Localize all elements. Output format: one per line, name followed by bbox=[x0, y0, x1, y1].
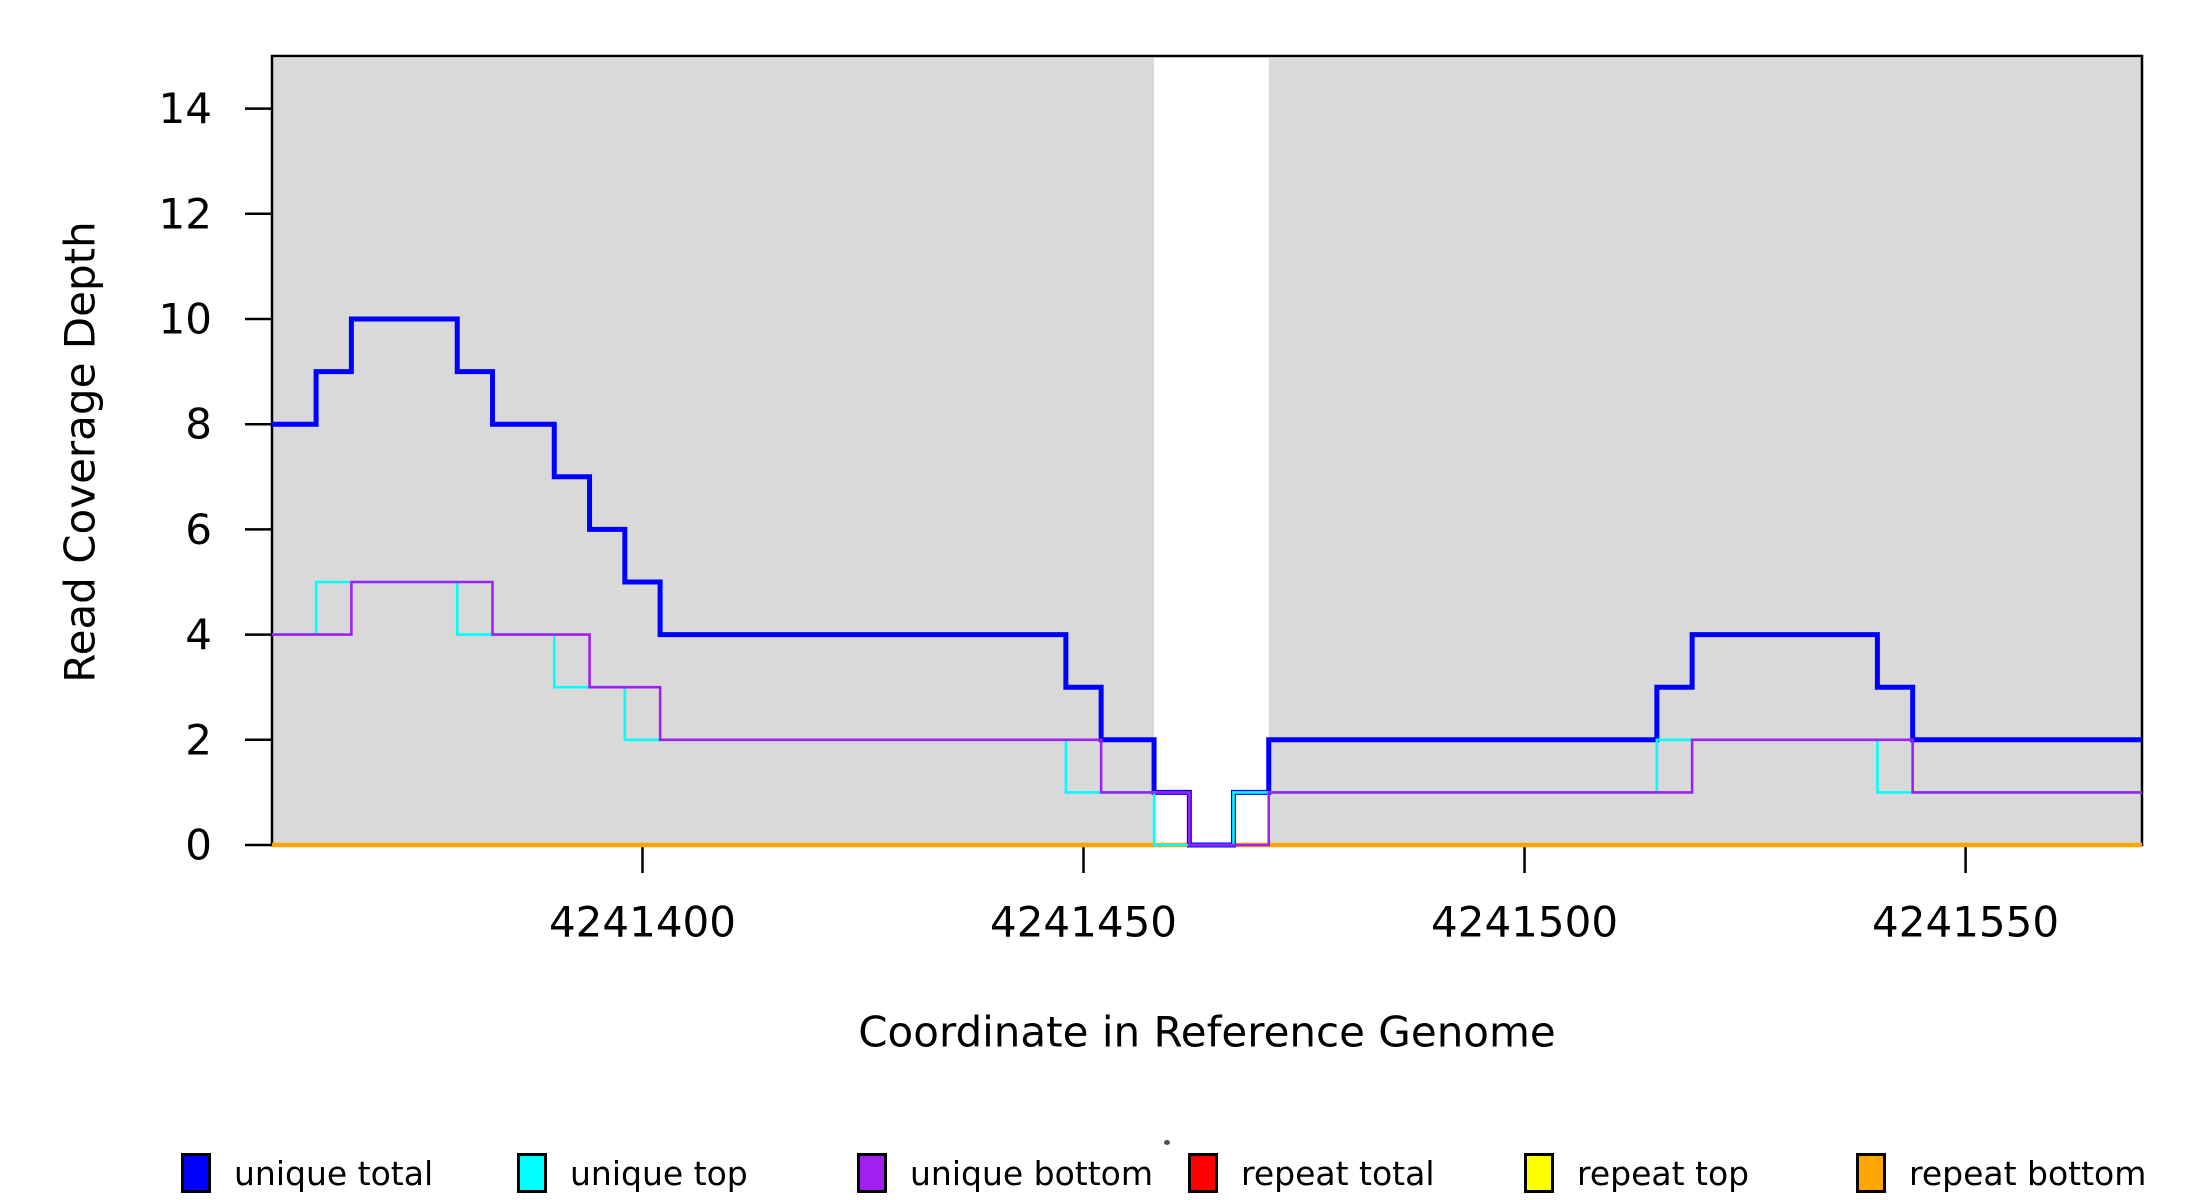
legend-label: repeat total bbox=[1241, 1153, 1435, 1193]
stray-dot bbox=[1164, 1140, 1170, 1145]
legend-swatch-repeat-total bbox=[1188, 1153, 1218, 1193]
y-tick-label: 2 bbox=[185, 715, 212, 764]
y-tick-label: 0 bbox=[185, 821, 212, 870]
legend-item-repeat-total: repeat total bbox=[1188, 1150, 1435, 1196]
legend-label: unique bottom bbox=[910, 1153, 1154, 1193]
legend-swatch-repeat-bottom bbox=[1856, 1153, 1886, 1193]
legend-item-unique-bottom: unique bottom bbox=[857, 1150, 1153, 1196]
y-tick-label: 14 bbox=[159, 84, 212, 133]
x-tick-label: 4241400 bbox=[549, 898, 736, 947]
series-line-unique-top bbox=[272, 580, 2142, 847]
y-tick-label: 6 bbox=[185, 505, 212, 554]
y-tick-label: 8 bbox=[185, 400, 212, 449]
legend-item-unique-total: unique total bbox=[181, 1150, 433, 1196]
legend-label: unique total bbox=[234, 1153, 434, 1193]
legend-label: unique top bbox=[570, 1153, 748, 1193]
legend-item-repeat-top: repeat top bbox=[1524, 1150, 1749, 1196]
legend-label: repeat bottom bbox=[1909, 1153, 2147, 1193]
repeat-region-band bbox=[1268, 58, 2142, 844]
x-axis-title: Coordinate in Reference Genome bbox=[858, 1007, 1556, 1057]
y-tick-label: 4 bbox=[185, 610, 212, 659]
x-tick-label: 4241450 bbox=[990, 898, 1177, 947]
legend-swatch-unique-bottom bbox=[857, 1153, 887, 1193]
repeat-region-band bbox=[272, 58, 1155, 844]
y-axis-title: Read Coverage Depth bbox=[55, 221, 105, 683]
series-line-unique-total bbox=[272, 316, 2142, 848]
series-line-unique-bottom bbox=[272, 580, 2142, 847]
y-tick-label: 10 bbox=[159, 295, 212, 344]
legend-swatch-unique-total bbox=[181, 1153, 211, 1193]
legend-label: repeat top bbox=[1577, 1153, 1750, 1193]
x-tick-label: 4241550 bbox=[1872, 898, 2059, 947]
legend-item-repeat-bottom: repeat bottom bbox=[1856, 1150, 2146, 1196]
legend-item-unique-top: unique top bbox=[517, 1150, 748, 1196]
legend-swatch-unique-top bbox=[517, 1153, 547, 1193]
y-tick-label: 12 bbox=[159, 189, 212, 238]
x-tick-label: 4241500 bbox=[1431, 898, 1618, 947]
legend-swatch-repeat-top bbox=[1524, 1153, 1554, 1193]
